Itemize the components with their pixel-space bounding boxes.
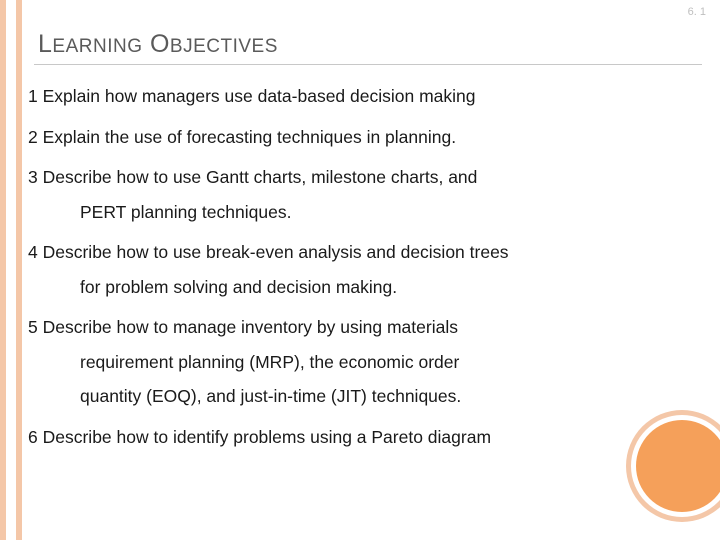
objective-continuation: requirement planning (MRP), the economic…: [80, 350, 698, 375]
objective-number: 6: [28, 427, 38, 447]
objective-number: 5: [28, 317, 38, 337]
objectives-list: 1 Explain how managers use data-based de…: [28, 84, 698, 465]
objective-number: 3: [28, 167, 38, 187]
title-word2-rest: BJECTIVES: [170, 36, 278, 57]
objective-item: 2 Explain the use of forecasting techniq…: [28, 125, 698, 150]
slide-title: LEARNING OBJECTIVES: [38, 30, 278, 59]
objective-item: 6 Describe how to identify problems usin…: [28, 425, 698, 450]
objective-number: 2: [28, 127, 38, 147]
objective-text: Explain the use of forecasting technique…: [43, 127, 456, 147]
objective-item: 4 Describe how to use break-even analysi…: [28, 240, 698, 265]
title-word2-cap: O: [150, 30, 170, 58]
objective-item: 5 Describe how to manage inventory by us…: [28, 315, 698, 340]
decorative-circle-inner: [636, 420, 720, 512]
objective-continuation: PERT planning techniques.: [80, 200, 698, 225]
title-word1-cap: L: [38, 30, 52, 58]
objective-text: Describe how to identify problems using …: [43, 427, 491, 447]
title-underline: [34, 64, 702, 65]
objective-number: 1: [28, 86, 38, 106]
objective-continuation: for problem solving and decision making.: [80, 275, 698, 300]
objective-text: Explain how managers use data-based deci…: [43, 86, 476, 106]
objective-number: 4: [28, 242, 38, 262]
title-word1-rest: EARNING: [52, 36, 142, 57]
objective-text: Describe how to use Gantt charts, milest…: [43, 167, 478, 187]
objective-text: Describe how to use break-even analysis …: [43, 242, 509, 262]
objective-text: Describe how to manage inventory by usin…: [43, 317, 458, 337]
objective-item: 1 Explain how managers use data-based de…: [28, 84, 698, 109]
page-number: 6. 1: [688, 6, 706, 18]
objective-item: 3 Describe how to use Gantt charts, mile…: [28, 165, 698, 190]
left-accent-stripe-gap: [6, 0, 16, 540]
objective-continuation: quantity (EOQ), and just-in-time (JIT) t…: [80, 384, 698, 409]
